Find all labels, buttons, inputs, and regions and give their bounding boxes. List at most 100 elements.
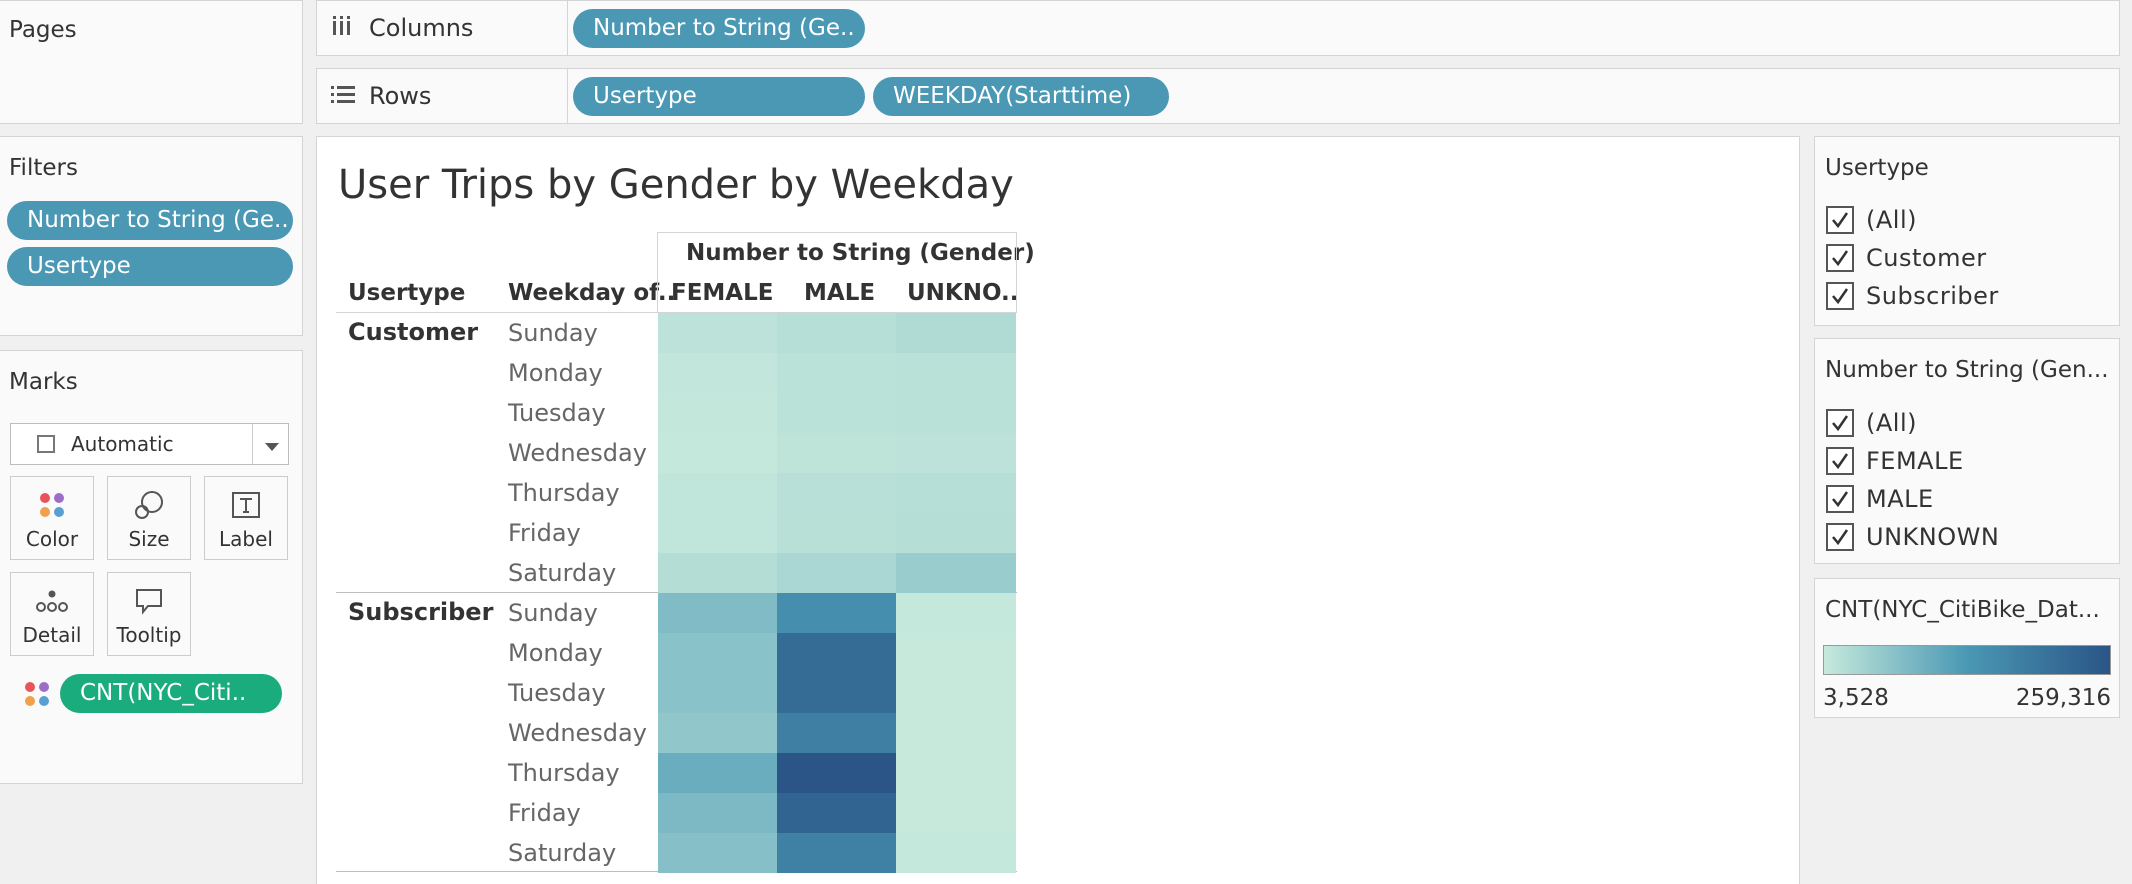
heatmap-cell[interactable] bbox=[777, 553, 896, 593]
heatmap-cell[interactable] bbox=[896, 593, 1016, 633]
marks-color-pill[interactable]: CNT(NYC_Citi.. bbox=[60, 674, 282, 713]
heatmap-cell[interactable] bbox=[777, 673, 896, 713]
group-customer[interactable]: Customer bbox=[348, 318, 479, 346]
heatmap-cell[interactable] bbox=[658, 353, 777, 393]
checkbox-checked-icon[interactable] bbox=[1826, 523, 1854, 551]
weekday-label[interactable]: Monday bbox=[508, 359, 603, 387]
group-subscriber[interactable]: Subscriber bbox=[348, 598, 494, 626]
mark-type-dropdown[interactable]: Automatic bbox=[10, 423, 289, 465]
column-header-unknown[interactable]: UNKNO.. bbox=[907, 280, 1019, 306]
heatmap-cell[interactable] bbox=[896, 553, 1016, 593]
heatmap-cell[interactable] bbox=[658, 473, 777, 513]
weekday-label[interactable]: Sunday bbox=[508, 319, 598, 347]
heatmap-cell[interactable] bbox=[777, 353, 896, 393]
usertype-option-subscriber[interactable]: Subscriber bbox=[1826, 280, 1999, 312]
rows-pill-usertype[interactable]: Usertype bbox=[573, 77, 865, 116]
view-panel[interactable] bbox=[316, 136, 1800, 884]
checkbox-checked-icon[interactable] bbox=[1826, 206, 1854, 234]
heatmap-cell[interactable] bbox=[896, 473, 1016, 513]
heatmap-cell[interactable] bbox=[658, 753, 777, 793]
heatmap-cell[interactable] bbox=[896, 513, 1016, 553]
columns-pill-gender[interactable]: Number to String (Ge.. bbox=[573, 9, 865, 48]
gender-option-all[interactable]: (All) bbox=[1826, 407, 1917, 439]
heatmap-cell[interactable] bbox=[896, 793, 1016, 833]
heatmap-cell[interactable] bbox=[777, 753, 896, 793]
heatmap-cell[interactable] bbox=[777, 713, 896, 753]
heatmap-cell[interactable] bbox=[896, 393, 1016, 433]
checkbox-checked-icon[interactable] bbox=[1826, 244, 1854, 272]
weekday-label[interactable]: Friday bbox=[508, 799, 581, 827]
row-header-weekday[interactable]: Weekday of.. bbox=[508, 280, 676, 306]
heatmap-cell[interactable] bbox=[896, 673, 1016, 713]
heatmap-cell[interactable] bbox=[777, 473, 896, 513]
heatmap-cell[interactable] bbox=[777, 393, 896, 433]
weekday-label[interactable]: Friday bbox=[508, 519, 581, 547]
color-legend-ramp[interactable] bbox=[1823, 645, 2111, 675]
heatmap-cell[interactable] bbox=[777, 313, 896, 353]
heatmap-cell[interactable] bbox=[658, 593, 777, 633]
column-header-male[interactable]: MALE bbox=[804, 280, 876, 306]
heatmap-cell[interactable] bbox=[658, 313, 777, 353]
column-header-female[interactable]: FEMALE bbox=[671, 280, 774, 306]
color-legend-card[interactable]: CNT(NYC_CitiBike_Dat... 3,528 259,316 bbox=[1814, 578, 2120, 718]
weekday-label[interactable]: Thursday bbox=[508, 759, 620, 787]
usertype-filter-card[interactable]: Usertype bbox=[1814, 136, 2120, 326]
heatmap-cell[interactable] bbox=[896, 433, 1016, 473]
heatmap-cell[interactable] bbox=[658, 633, 777, 673]
checkbox-checked-icon[interactable] bbox=[1826, 282, 1854, 310]
label-button[interactable]: Label bbox=[204, 476, 288, 560]
tooltip-button[interactable]: Tooltip bbox=[107, 572, 191, 656]
detail-button[interactable]: Detail bbox=[10, 572, 94, 656]
checkbox-checked-icon[interactable] bbox=[1826, 447, 1854, 475]
heatmap-cell[interactable] bbox=[777, 793, 896, 833]
heatmap-cell[interactable] bbox=[896, 753, 1016, 793]
heatmap-cell[interactable] bbox=[777, 593, 896, 633]
heatmap-cell[interactable] bbox=[777, 433, 896, 473]
heatmap-cell[interactable] bbox=[896, 833, 1016, 873]
checkbox-checked-icon[interactable] bbox=[1826, 409, 1854, 437]
gender-option-female[interactable]: FEMALE bbox=[1826, 445, 1964, 477]
weekday-label[interactable]: Saturday bbox=[508, 559, 617, 587]
marks-panel[interactable]: Marks bbox=[0, 350, 303, 784]
heatmap-cell[interactable] bbox=[658, 393, 777, 433]
column-group-header[interactable]: Number to String (Gender) bbox=[686, 240, 1035, 266]
heatmap-cell[interactable] bbox=[658, 433, 777, 473]
gender-option-unknown[interactable]: UNKNOWN bbox=[1826, 521, 1999, 553]
heatmap-cell[interactable] bbox=[658, 833, 777, 873]
chevron-down-icon[interactable] bbox=[264, 438, 280, 457]
weekday-label[interactable]: Wednesday bbox=[508, 439, 647, 467]
heatmap-cell[interactable] bbox=[777, 513, 896, 553]
heatmap-cell[interactable] bbox=[658, 713, 777, 753]
checkbox-checked-icon[interactable] bbox=[1826, 485, 1854, 513]
pages-panel[interactable]: Pages bbox=[0, 0, 303, 124]
usertype-option-customer[interactable]: Customer bbox=[1826, 242, 1987, 274]
heatmap-cell[interactable] bbox=[658, 793, 777, 833]
weekday-label[interactable]: Wednesday bbox=[508, 719, 647, 747]
gender-filter-card[interactable]: Number to String (Gen... bbox=[1814, 338, 2120, 564]
filter-pill-usertype[interactable]: Usertype bbox=[7, 247, 293, 286]
weekday-label[interactable]: Sunday bbox=[508, 599, 598, 627]
rows-shelf[interactable]: Rows Usertype WEEKDAY(Starttime) bbox=[316, 68, 2120, 124]
heatmap-cell[interactable] bbox=[658, 673, 777, 713]
size-button[interactable]: Size bbox=[107, 476, 191, 560]
weekday-label[interactable]: Saturday bbox=[508, 839, 617, 867]
heatmap-cell[interactable] bbox=[658, 513, 777, 553]
color-button[interactable]: Color bbox=[10, 476, 94, 560]
heatmap-cell[interactable] bbox=[896, 713, 1016, 753]
rows-pill-weekday[interactable]: WEEKDAY(Starttime) bbox=[873, 77, 1169, 116]
heatmap-cell[interactable] bbox=[896, 633, 1016, 673]
gender-option-male[interactable]: MALE bbox=[1826, 483, 1934, 515]
heatmap-cell[interactable] bbox=[896, 353, 1016, 393]
weekday-label[interactable]: Tuesday bbox=[508, 399, 606, 427]
row-header-usertype[interactable]: Usertype bbox=[348, 280, 466, 306]
weekday-label[interactable]: Tuesday bbox=[508, 679, 606, 707]
heatmap-cell[interactable] bbox=[658, 553, 777, 593]
heatmap-cell[interactable] bbox=[896, 313, 1016, 353]
usertype-option-all[interactable]: (All) bbox=[1826, 204, 1917, 236]
columns-shelf[interactable]: Columns Number to String (Ge.. bbox=[316, 0, 2120, 56]
weekday-label[interactable]: Monday bbox=[508, 639, 603, 667]
filter-pill-gender[interactable]: Number to String (Ge.. bbox=[7, 201, 293, 240]
weekday-label[interactable]: Thursday bbox=[508, 479, 620, 507]
heatmap-cell[interactable] bbox=[777, 633, 896, 673]
filters-panel[interactable]: Filters Number to String (Ge.. Usertype bbox=[0, 136, 303, 336]
